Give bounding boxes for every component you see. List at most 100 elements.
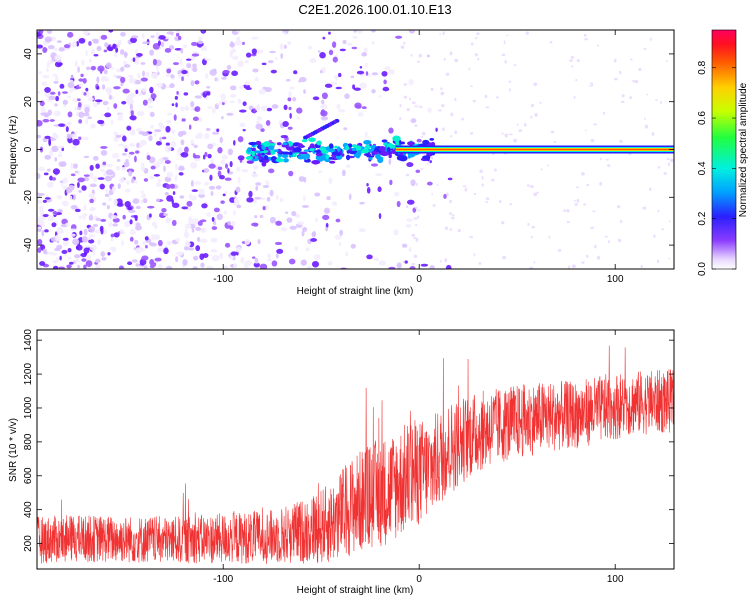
noise-speckle (113, 232, 120, 238)
noise-speckle (443, 58, 446, 61)
noise-speckle (344, 93, 350, 99)
noise-speckle (87, 97, 94, 102)
noise-speckle (208, 163, 216, 169)
noise-speckle (213, 220, 217, 226)
colorbar-frame (711, 29, 737, 270)
noise-speckle (472, 99, 476, 103)
noise-speckle (194, 95, 202, 99)
noise-speckle (414, 206, 418, 210)
noise-speckle (265, 119, 271, 126)
signal-blob (258, 155, 262, 161)
noise-speckle (54, 103, 58, 107)
noise-speckle (158, 158, 164, 165)
noise-speckle (81, 59, 85, 66)
signal-blob (422, 155, 431, 160)
noise-speckle (123, 161, 130, 168)
noise-speckle (59, 255, 62, 261)
noise-speckle (575, 78, 578, 82)
noise-speckle (179, 58, 183, 66)
noise-speckle (172, 191, 176, 195)
noise-speckle (56, 195, 63, 200)
signal-blob (298, 151, 308, 155)
noise-speckle (87, 116, 92, 120)
noise-speckle (206, 265, 214, 269)
noise-speckle (188, 124, 192, 130)
noise-speckle (145, 71, 150, 78)
noise-speckle (127, 261, 133, 266)
noise-speckle (500, 221, 505, 225)
noise-speckle (518, 129, 523, 133)
noise-speckle (97, 177, 105, 180)
noise-speckle (173, 62, 180, 66)
noise-speckle (88, 239, 95, 244)
noise-speckle (236, 36, 241, 42)
noise-speckle (450, 216, 455, 220)
noise-speckle (188, 247, 195, 251)
noise-speckle (288, 170, 294, 177)
noise-speckle (415, 237, 419, 242)
noise-speckle (67, 136, 73, 144)
noise-speckle (175, 102, 178, 108)
noise-speckle (530, 103, 534, 108)
noise-speckle (410, 179, 416, 187)
noise-speckle (640, 264, 643, 269)
signal-blob (356, 150, 362, 157)
noise-speckle (190, 80, 195, 86)
noise-speckle (261, 62, 267, 66)
noise-speckle (429, 264, 435, 269)
noise-speckle (149, 86, 154, 94)
noise-speckle (321, 92, 328, 100)
noise-speckle (396, 200, 401, 208)
noise-speckle (83, 92, 87, 96)
noise-speckle (108, 221, 113, 227)
noise-speckle (220, 93, 227, 100)
noise-speckle (485, 200, 488, 204)
noise-speckle (148, 175, 155, 180)
snr-series-line (37, 345, 674, 564)
noise-speckle (89, 198, 94, 204)
noise-speckle (317, 50, 321, 53)
noise-speckle (58, 266, 65, 269)
noise-speckle (197, 236, 200, 242)
noise-speckle (399, 103, 402, 108)
noise-speckle (328, 31, 331, 35)
noise-speckle (43, 172, 49, 176)
noise-speckle (371, 72, 379, 76)
noise-speckle (134, 155, 137, 163)
noise-speckle (314, 192, 321, 197)
noise-speckle (146, 205, 155, 209)
noise-speckle (67, 82, 75, 89)
noise-speckle (338, 72, 342, 78)
noise-speckle (108, 94, 112, 100)
noise-speckle (411, 101, 416, 105)
noise-speckle (53, 47, 58, 51)
noise-speckle (284, 211, 289, 214)
noise-speckle (149, 242, 157, 247)
noise-speckle (495, 96, 499, 99)
noise-speckle (72, 138, 80, 146)
noise-speckle (128, 151, 135, 155)
noise-speckle (224, 190, 228, 195)
signal-blob (366, 155, 375, 158)
noise-speckle (81, 258, 87, 262)
noise-speckle (646, 93, 649, 96)
noise-speckle (180, 47, 184, 54)
noise-speckle (164, 160, 171, 164)
noise-speckle (110, 233, 115, 238)
noise-speckle (137, 265, 144, 269)
signal-blob (345, 154, 351, 161)
noise-speckle (328, 49, 334, 56)
noise-speckle (152, 42, 160, 50)
noise-speckle (129, 231, 137, 235)
noise-speckle (128, 209, 136, 213)
noise-speckle (54, 157, 58, 162)
noise-speckle (106, 163, 113, 167)
noise-speckle (128, 170, 133, 177)
noise-speckle (113, 86, 121, 90)
noise-speckle (393, 191, 400, 197)
noise-speckle (67, 111, 73, 118)
noise-speckle (114, 51, 117, 58)
noise-speckle (260, 197, 266, 200)
noise-speckle (42, 199, 47, 203)
noise-speckle (60, 161, 67, 167)
